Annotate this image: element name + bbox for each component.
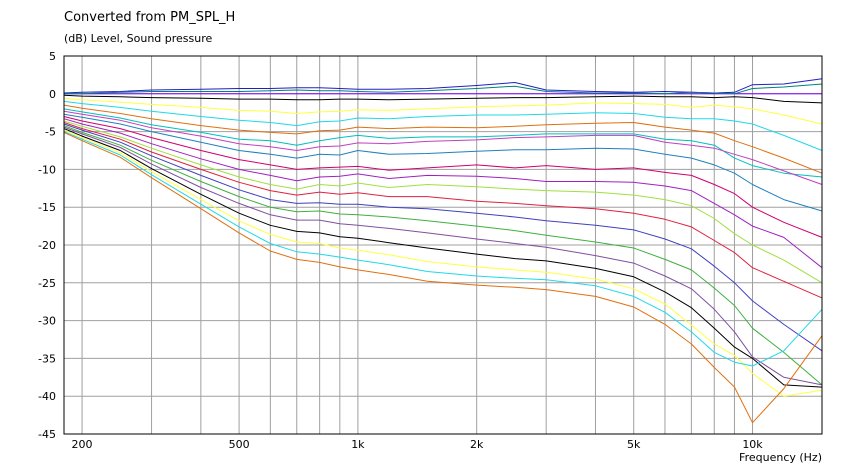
series-line-5 [63,97,823,125]
y-tick-label: -10 [38,163,56,176]
y-tick-label: -35 [38,352,56,365]
x-tick-label: 1k [351,438,365,451]
series-line-8 [63,108,823,178]
plot-frame [63,55,823,435]
series-line-4 [63,94,823,104]
series-line-3 [64,83,823,95]
series-line-15 [63,123,823,352]
series-line-6 [63,100,823,151]
y-tick-label: 5 [49,50,56,63]
series-line-21 [63,131,823,424]
series-line-9 [63,110,823,185]
series-line-18 [63,128,823,388]
x-tick-label: 2k [470,438,484,451]
grid [64,55,822,435]
series-line-17 [63,126,823,386]
x-tick-label: 10k [742,438,763,451]
y-tick-label: -25 [38,277,56,290]
series-line-10 [63,113,823,212]
series-line-16 [63,125,823,386]
y-tick-label: -40 [38,390,56,403]
x-tick-label: 200 [72,438,93,451]
y-tick-label: -45 [38,428,56,441]
x-axis-label: Frequency (Hz) [739,451,822,464]
series-line-20 [63,131,823,367]
y-tick-label: -30 [38,315,56,328]
series-line-13 [63,120,823,284]
x-tick-label: 5k [627,438,641,451]
y-tick-label: -5 [45,126,56,139]
series-line-14 [63,122,823,299]
y-axis-label: (dB) Level, Sound pressure [64,32,213,45]
series-lines [63,78,823,424]
series-line-2 [63,78,823,94]
series-line-19 [63,129,823,397]
y-tick-label: 0 [49,88,56,101]
chart-title: Converted from PM_SPL_H [64,10,236,25]
series-line-11 [63,116,823,238]
series-line-7 [63,104,823,174]
y-tick-label: -15 [38,201,56,214]
x-tick-label: 500 [229,438,250,451]
y-tick-label: -20 [38,239,56,252]
series-line-12 [63,118,823,269]
axis-labels: 5 0 -5 -10 -15 -20 -25 -30 -35 -40 -45 200 500 1k 2k 5k… [38,50,763,451]
